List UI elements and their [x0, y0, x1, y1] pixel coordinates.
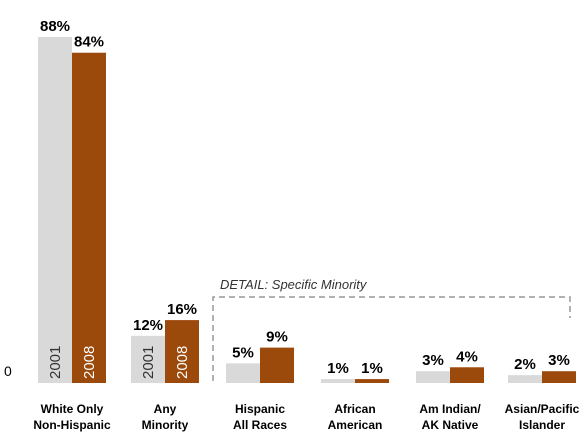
bar-2008-5	[542, 371, 576, 383]
bar-2001-4	[416, 371, 450, 383]
value-label-2001-0: 88%	[40, 18, 70, 35]
bar-2001-0	[38, 37, 72, 383]
category-label-line: Non-Hispanic	[33, 418, 111, 432]
category-label-line: All Races	[233, 418, 287, 432]
value-label-2001-4: 3%	[422, 352, 444, 369]
category-label-0: White Only Non-Hispanic	[33, 402, 111, 432]
bar-2008-3	[355, 379, 389, 383]
bar-2001-1	[131, 335, 165, 383]
year-label-2008-0: 2008	[81, 346, 98, 379]
value-label-2001-3: 1%	[327, 360, 349, 377]
bar-2008-0	[72, 52, 106, 384]
detail-annotation: DETAIL: Specific Minority	[220, 277, 368, 292]
category-label-line: White Only	[41, 402, 104, 416]
year-label-2001-1: 2001	[140, 346, 157, 379]
category-label-line: AK Native	[422, 418, 479, 432]
category-label-line: Minority	[142, 418, 189, 432]
category-label-line: Islander	[519, 418, 565, 432]
bar-2008-2	[260, 347, 294, 383]
value-label-2001-2: 5%	[232, 344, 254, 361]
category-label-1: Any Minority	[142, 402, 189, 432]
y-zero-label: 0	[4, 363, 12, 379]
detail-bracket	[212, 296, 571, 381]
value-label-2008-1: 16%	[167, 301, 197, 318]
category-label-3: African American	[328, 402, 383, 432]
bar-2008-1	[165, 320, 199, 383]
category-label-4: Am Indian/AK Native	[419, 402, 481, 432]
value-label-2008-0: 84%	[74, 34, 104, 51]
category-label-line: African	[334, 402, 375, 416]
bar-2001-5	[508, 375, 542, 383]
value-label-2008-4: 4%	[456, 348, 478, 365]
value-label-2008-3: 1%	[361, 360, 383, 377]
bar-2001-2	[226, 363, 260, 383]
category-label-line: Hispanic	[235, 402, 285, 416]
value-label-2001-5: 2%	[514, 356, 536, 373]
value-label-2001-1: 12%	[133, 317, 163, 334]
year-label-2001-0: 2001	[47, 346, 64, 379]
value-label-2008-5: 3%	[548, 352, 570, 369]
bar-2008-4	[450, 367, 484, 383]
category-label-line: Asian/Pacific	[505, 402, 580, 416]
value-label-2008-2: 9%	[266, 329, 288, 346]
category-label-line: Am Indian/	[419, 402, 481, 416]
category-label-5: Asian/Pacific Islander	[505, 402, 580, 432]
year-label-2008-1: 2008	[174, 346, 191, 379]
category-label-line: American	[328, 418, 383, 432]
labels-layer: 88% 2001 84% 2008 White Only Non-Hispanic 12% 2…	[33, 18, 579, 432]
bars-layer	[38, 37, 576, 384]
category-label-2: Hispanic All Races	[233, 402, 287, 432]
bar-2001-3	[321, 379, 355, 383]
category-label-line: Any	[154, 402, 177, 416]
